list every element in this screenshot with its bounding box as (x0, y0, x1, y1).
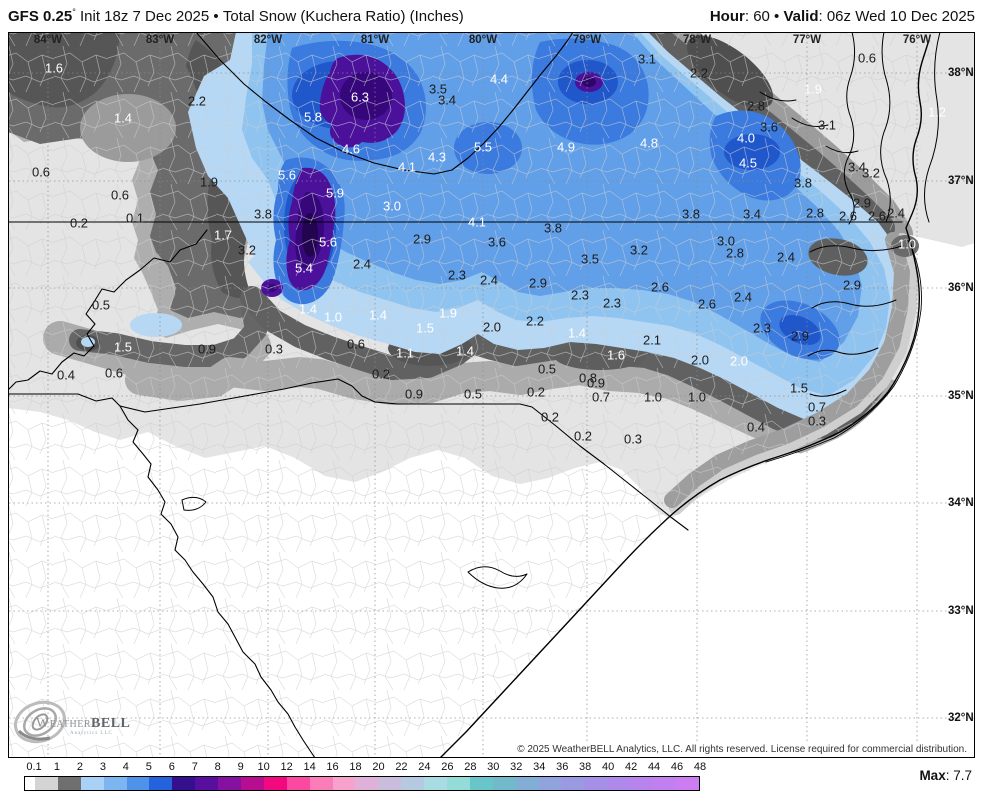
degree-symbol: ° (72, 7, 76, 17)
colorbar-cell (378, 777, 402, 790)
colorbar-tick: 4 (122, 761, 129, 773)
colorbar-cell (25, 777, 35, 790)
colorbar-cells (24, 776, 700, 791)
colorbar-cell (538, 777, 562, 790)
hour-value: 60 (753, 7, 770, 25)
snowfall-map (8, 32, 975, 758)
colorbar-tick: 2 (76, 761, 83, 773)
colorbar-cell (149, 777, 173, 790)
valid-label: Valid (783, 7, 819, 25)
valid-sep: : (818, 7, 827, 25)
colorbar-ticks: 0.1 1 2 3 4 5 6 7 8 9 10 12 14 16 18 20 22 24 26 28 30 32 34 36… (24, 760, 706, 776)
colorbar-tick: 44 (647, 761, 661, 773)
colorbar-cell (263, 777, 287, 790)
colorbar-cell (309, 777, 333, 790)
colorbar-tick: 46 (670, 761, 684, 773)
colorbar-cell (286, 777, 310, 790)
max-label: Max (919, 768, 946, 783)
colorbar-tick: 24 (418, 761, 431, 773)
copyright-text: © 2025 WeatherBELL Analytics, LLC. All r… (514, 743, 970, 756)
colorbar-cell (424, 777, 447, 790)
colorbar-cell (561, 777, 585, 790)
valid-time-block: Hour: 60 • Valid: 06z Wed 10 Dec 2025 (710, 8, 975, 25)
colorbar-tick: 20 (372, 761, 385, 773)
valid-value: 06z Wed 10 Dec 2025 (826, 7, 975, 25)
colorbar-tick: 3 (99, 761, 106, 773)
max-sep: : (945, 768, 954, 783)
colorbar-tick: 6 (168, 761, 175, 773)
map-title: GFS 0.25° Init 18z 7 Dec 2025 • Total Sn… (8, 7, 464, 25)
colorbar-tick: 36 (556, 761, 569, 773)
max-value: 7.7 (953, 768, 972, 783)
colorbar-tick: 28 (464, 761, 477, 773)
header-bar: GFS 0.25° Init 18z 7 Dec 2025 • Total Sn… (0, 0, 984, 32)
weatherbell-logo: WeatherBELL Analytics LLC (12, 698, 142, 750)
colorbar-tick: 10 (257, 761, 270, 773)
colorbar-tick: 22 (395, 761, 408, 773)
colorbar-cell (57, 777, 81, 790)
logo-weather: Weather (36, 716, 92, 731)
colorbar-cell (447, 777, 470, 790)
colorbar-tick: 26 (441, 761, 454, 773)
colorbar-cell (630, 777, 654, 790)
colorbar-cell (80, 777, 104, 790)
mid-sep: • (769, 7, 784, 25)
colorbar-cell (607, 777, 631, 790)
colorbar-tick: 18 (349, 761, 362, 773)
colorbar-cell (172, 777, 196, 790)
colorbar-tick: 30 (487, 761, 500, 773)
colorbar-cell (653, 777, 676, 790)
colorbar-cell (584, 777, 608, 790)
init-time: Init 18z 7 Dec 2025 (79, 8, 210, 25)
colorbar-tick: 1 (53, 761, 61, 773)
colorbar-tick: 12 (280, 761, 293, 773)
colorbar-tick: 9 (237, 761, 244, 773)
colorbar-cell (34, 777, 58, 790)
max-value-label: Max: 7.7 (919, 768, 972, 783)
product-name: Total Snow (Kuchera Ratio) (Inches) (222, 8, 464, 25)
model-name: GFS 0.25 (8, 8, 73, 25)
colorbar-cell (218, 777, 241, 790)
colorbar-cell (355, 777, 379, 790)
logo-wordmark: WeatherBELL (36, 716, 130, 732)
colorbar-tick: 0.1 (26, 761, 42, 773)
colorbar-cell (492, 777, 516, 790)
title-separator: • (213, 8, 219, 25)
colorbar-tick: 16 (326, 761, 339, 773)
colorbar-cell (515, 777, 539, 790)
colorbar-tick: 8 (214, 761, 221, 773)
colorbar-cell (332, 777, 356, 790)
colorbar-tick: 14 (303, 761, 316, 773)
hour-sep: : (744, 7, 754, 25)
colorbar-cell (401, 777, 425, 790)
colorbar-cell (240, 777, 264, 790)
colorbar-tick: 34 (533, 761, 546, 773)
hour-label: Hour (709, 7, 745, 25)
colorbar-tick: 32 (510, 761, 523, 773)
swirl-icon (14, 700, 66, 744)
colorbar-cell (195, 777, 219, 790)
logo-bell: BELL (91, 716, 131, 731)
colorbar-tick: 42 (624, 761, 638, 773)
colorbar-tick: 5 (145, 761, 152, 773)
colorbar: 0.1 1 2 3 4 5 6 7 8 9 10 12 14 16 18 20 22 24 26 28 30 32 34 36… (24, 760, 706, 791)
logo-subtitle: Analytics LLC (70, 731, 113, 736)
colorbar-cell (126, 777, 150, 790)
colorbar-cell (103, 777, 127, 790)
colorbar-tick: 40 (602, 761, 615, 773)
colorbar-tick: 48 (693, 761, 707, 773)
colorbar-cell (469, 777, 493, 790)
colorbar-tick: 7 (191, 761, 198, 773)
colorbar-tick: 38 (579, 761, 592, 773)
colorbar-cell (675, 777, 699, 790)
